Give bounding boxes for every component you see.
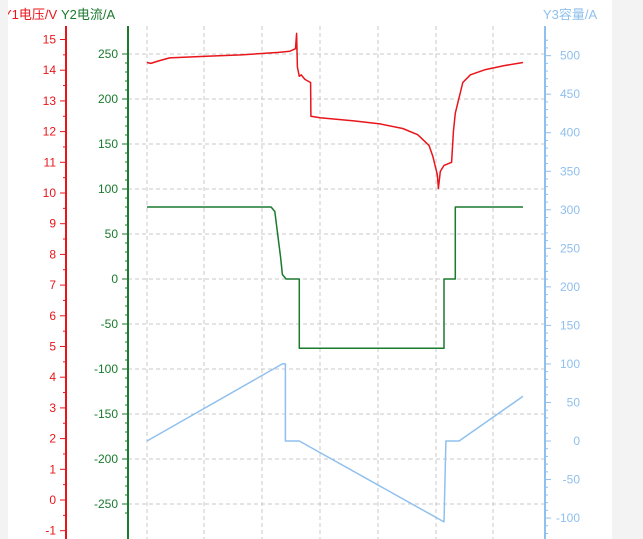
y3-tick-label--50: -50 bbox=[563, 473, 581, 487]
y1-tick-label-10: 10 bbox=[43, 186, 57, 200]
y1-tick-label-4: 4 bbox=[49, 370, 56, 384]
y2-tick-label--100: -100 bbox=[94, 362, 118, 376]
y3-tick-label-250: 250 bbox=[560, 241, 580, 255]
left-edge-strip bbox=[0, 0, 8, 539]
y1-tick-label-3: 3 bbox=[49, 401, 56, 415]
y2-tick-label-50: 50 bbox=[105, 227, 119, 241]
right-edge-strip bbox=[612, 0, 643, 539]
y1-tick-label-6: 6 bbox=[49, 309, 56, 323]
voltage-series-line bbox=[146, 32, 524, 190]
y3-tick-label-100: 100 bbox=[560, 357, 580, 371]
y1-tick-label-7: 7 bbox=[49, 278, 56, 292]
y2-tick-label-0: 0 bbox=[111, 272, 118, 286]
y2-axis-title: Y2电流/A bbox=[61, 7, 116, 22]
y1-tick-label-14: 14 bbox=[43, 63, 57, 77]
y3-axis-title: Y3容量/A bbox=[543, 7, 598, 22]
y2-tick-label-200: 200 bbox=[98, 92, 118, 106]
y3-tick-label-300: 300 bbox=[560, 203, 580, 217]
y2-tick-label-100: 100 bbox=[98, 182, 118, 196]
y3-tick-label-400: 400 bbox=[560, 126, 580, 140]
y2-tick-label--250: -250 bbox=[94, 497, 118, 511]
y3-tick-label-200: 200 bbox=[560, 280, 580, 294]
y3-tick-label-150: 150 bbox=[560, 318, 580, 332]
y2-tick-label-150: 150 bbox=[98, 137, 118, 151]
y3-tick-label--100: -100 bbox=[556, 511, 580, 525]
capacity-series-line bbox=[146, 363, 524, 523]
y3-tick-label-0: 0 bbox=[573, 434, 580, 448]
y3-tick-label-450: 450 bbox=[560, 87, 580, 101]
y2-tick-label--50: -50 bbox=[101, 317, 119, 331]
y1-tick-label-2: 2 bbox=[49, 432, 56, 446]
y1-tick-label-9: 9 bbox=[49, 217, 56, 231]
y1-tick-label-15: 15 bbox=[43, 33, 57, 47]
y3-tick-label-500: 500 bbox=[560, 49, 580, 63]
y1-tick-label-1: 1 bbox=[49, 462, 56, 476]
y1-tick-label-11: 11 bbox=[44, 155, 57, 169]
y1-tick-label-0: 0 bbox=[49, 493, 56, 507]
y1-axis-title: Y1电压/V bbox=[3, 7, 58, 22]
y3-tick-label-350: 350 bbox=[560, 164, 580, 178]
y2-tick-label--150: -150 bbox=[94, 407, 118, 421]
y1-tick-label-12: 12 bbox=[43, 125, 57, 139]
y1-tick-label-5: 5 bbox=[49, 340, 56, 354]
y2-tick-label-250: 250 bbox=[98, 47, 118, 61]
y1-tick-label-8: 8 bbox=[49, 247, 56, 261]
y2-tick-label--200: -200 bbox=[94, 452, 118, 466]
y1-tick-label-13: 13 bbox=[43, 94, 57, 108]
y3-tick-label-50: 50 bbox=[567, 395, 581, 409]
current-series-line bbox=[147, 206, 523, 350]
y1-tick-label--1: -1 bbox=[45, 524, 56, 538]
